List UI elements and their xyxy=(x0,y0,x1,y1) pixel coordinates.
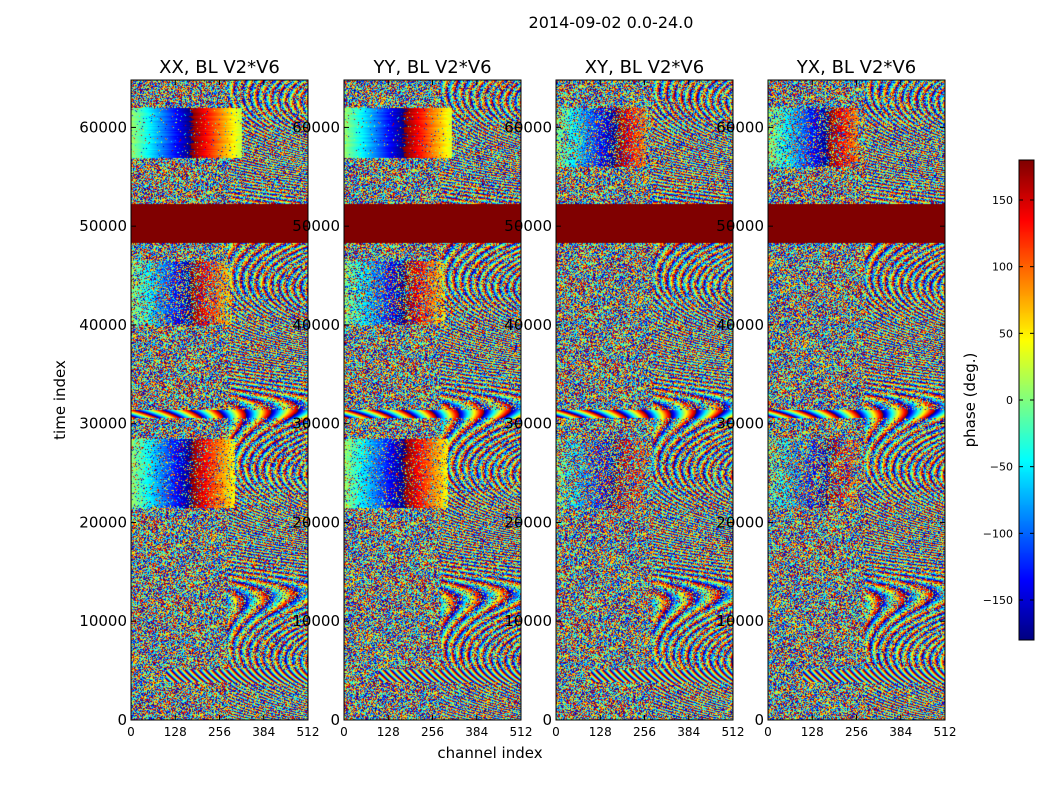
x-tick-label: 0 xyxy=(127,725,135,739)
colorbar-tick-label: 50 xyxy=(999,327,1013,340)
y-tick-label: 30000 xyxy=(716,415,764,433)
x-tick-label: 384 xyxy=(889,725,912,739)
y-tick-label: 0 xyxy=(754,711,764,729)
x-tick-label: 512 xyxy=(934,725,957,739)
y-tick-label: 20000 xyxy=(292,513,340,531)
colorbar-tick-label: −100 xyxy=(983,527,1013,540)
x-tick-label: 0 xyxy=(340,725,348,739)
panel-title: YX, BL V2*V6 xyxy=(796,57,916,78)
y-tick-label: 0 xyxy=(117,711,127,729)
y-tick-label: 60000 xyxy=(716,118,764,136)
x-tick-label: 0 xyxy=(552,725,560,739)
colorbar-tick-label: −50 xyxy=(990,461,1013,474)
x-tick-label: 256 xyxy=(845,725,868,739)
x-tick-label: 128 xyxy=(164,725,187,739)
y-tick-label: 40000 xyxy=(79,316,127,334)
y-tick-label: 40000 xyxy=(504,316,552,334)
colorbar-tick-label: −150 xyxy=(983,594,1013,607)
y-tick-label: 60000 xyxy=(79,118,127,136)
y-tick-label: 0 xyxy=(330,711,340,729)
y-tick-label: 50000 xyxy=(79,217,127,235)
heatmap-image xyxy=(768,80,945,720)
panel-title: XY, BL V2*V6 xyxy=(585,57,704,78)
panels-group: XX, BL V2*V6 0 128 256 384 512 0 10000 20000 3000… xyxy=(79,57,956,739)
x-tick-label: 384 xyxy=(677,725,700,739)
y-tick-label: 0 xyxy=(542,711,552,729)
y-tick-label: 10000 xyxy=(292,612,340,630)
panel-yx: YX, BL V2*V6 0 128 256 384 512 0 10000 20000 3000… xyxy=(716,57,956,739)
panel-yy: YY, BL V2*V6 0 128 256 384 512 0 10000 20000 3000… xyxy=(292,57,532,739)
y-tick-label: 10000 xyxy=(504,612,552,630)
colorbar-tick-label: 0 xyxy=(1006,394,1013,407)
heatmap-image xyxy=(556,80,733,720)
x-tick-label: 256 xyxy=(421,725,444,739)
y-tick-label: 50000 xyxy=(716,217,764,235)
x-tick-label: 384 xyxy=(252,725,275,739)
colorbar: 150 100 50 0 −50 −100 −150 phase (deg.) xyxy=(961,159,1035,641)
y-axis-label: time index xyxy=(51,360,69,440)
y-tick-label: 30000 xyxy=(504,415,552,433)
x-tick-label: 128 xyxy=(377,725,400,739)
y-tick-label: 60000 xyxy=(292,118,340,136)
panel-title: YY, BL V2*V6 xyxy=(372,57,491,78)
x-tick-label: 0 xyxy=(764,725,772,739)
x-axis-label: channel index xyxy=(437,744,542,762)
y-tick-label: 20000 xyxy=(79,513,127,531)
x-tick-label: 128 xyxy=(589,725,612,739)
panel-xy: XY, BL V2*V6 0 128 256 384 512 0 10000 20000 3000… xyxy=(504,57,744,739)
y-tick-label: 50000 xyxy=(504,217,552,235)
x-tick-label: 512 xyxy=(722,725,745,739)
colorbar-tick-label: 150 xyxy=(992,194,1013,207)
x-tick-label: 512 xyxy=(297,725,320,739)
y-tick-label: 40000 xyxy=(292,316,340,334)
y-tick-label: 20000 xyxy=(716,513,764,531)
y-tick-label: 50000 xyxy=(292,217,340,235)
y-tick-label: 60000 xyxy=(504,118,552,136)
heatmap-image xyxy=(131,80,308,720)
y-tick-label: 30000 xyxy=(79,415,127,433)
colorbar-label: phase (deg.) xyxy=(961,353,979,448)
x-tick-label: 512 xyxy=(510,725,533,739)
x-tick-label: 256 xyxy=(633,725,656,739)
colorbar-tick-label: 100 xyxy=(992,261,1013,274)
y-tick-label: 20000 xyxy=(504,513,552,531)
x-tick-label: 384 xyxy=(465,725,488,739)
x-tick-label: 128 xyxy=(801,725,824,739)
suptitle: 2014-09-02 0.0-24.0 xyxy=(529,13,694,32)
panel-title: XX, BL V2*V6 xyxy=(159,57,280,78)
panel-xx: XX, BL V2*V6 0 128 256 384 512 0 10000 20000 3000… xyxy=(79,57,319,739)
colorbar-gradient xyxy=(1019,160,1034,640)
y-tick-label: 10000 xyxy=(716,612,764,630)
y-tick-label: 10000 xyxy=(79,612,127,630)
y-tick-label: 30000 xyxy=(292,415,340,433)
x-tick-label: 256 xyxy=(208,725,231,739)
y-tick-label: 40000 xyxy=(716,316,764,334)
heatmap-image xyxy=(344,80,521,720)
